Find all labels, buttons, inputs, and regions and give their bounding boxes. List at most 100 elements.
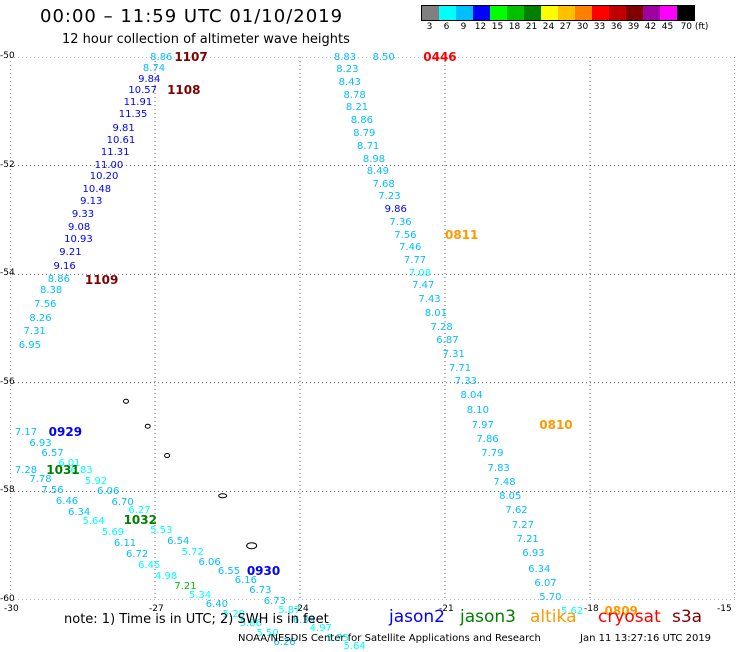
wave-height-label: 8.05 bbox=[499, 490, 522, 502]
wave-height-label: 10.93 bbox=[64, 234, 93, 246]
color-scale-swatch bbox=[609, 6, 626, 20]
color-scale-label: 45 bbox=[661, 22, 674, 32]
pass-time-label: 1109 bbox=[84, 272, 119, 287]
wave-height-label: 9.13 bbox=[80, 196, 103, 208]
color-scale-label: 6 bbox=[443, 22, 450, 32]
wave-height-label: 9.86 bbox=[384, 204, 407, 216]
color-scale-swatch bbox=[558, 6, 575, 20]
wave-height-label: 8.83 bbox=[333, 52, 357, 63]
wave-height-label: 6.93 bbox=[522, 548, 545, 560]
wave-height-label: 6.16 bbox=[234, 574, 258, 586]
wave-height-label: 5.92 bbox=[84, 475, 108, 487]
wave-height-label: 5.75 bbox=[326, 633, 349, 644]
wave-height-label: 5.87 bbox=[278, 604, 301, 616]
map-plot-area: 8.86 8.74 9.84 10.57 11.91 11.35 9.81 10.61 11.3… bbox=[10, 51, 735, 652]
color-scale-swatch bbox=[575, 6, 592, 20]
wave-height-label: 4.98 bbox=[155, 570, 178, 582]
wave-height-label: 7.77 bbox=[403, 255, 427, 267]
map-subtitle: 12 hour collection of altimeter wave hei… bbox=[62, 32, 350, 47]
wave-height-label: 8.49 bbox=[366, 166, 389, 178]
pass-time-label: 0810 bbox=[539, 418, 573, 433]
wave-height-label: 6.45 bbox=[138, 559, 161, 571]
wave-height-label: 8.04 bbox=[460, 389, 483, 401]
pass-time-label: 0930 bbox=[246, 563, 281, 578]
color-scale-swatch bbox=[524, 6, 541, 20]
wave-height-label: 5.34 bbox=[188, 589, 212, 601]
wave-height-label: 6.34 bbox=[68, 507, 91, 519]
color-scale-label: 18 bbox=[508, 22, 521, 32]
island-2 bbox=[144, 423, 151, 429]
wave-height-label: 7.97 bbox=[471, 420, 494, 432]
wave-height-label: 7.56 bbox=[34, 299, 57, 311]
wave-height-label: 8.43 bbox=[338, 76, 361, 88]
color-scale-label: 12 bbox=[474, 22, 487, 32]
color-scale-swatch bbox=[541, 6, 558, 20]
island-4 bbox=[218, 493, 228, 499]
wave-height-label: 7.21 bbox=[174, 581, 197, 593]
wave-height-label: 6.55 bbox=[217, 565, 241, 577]
color-scale-label: 33 bbox=[593, 22, 606, 32]
wave-height-label: 10.20 bbox=[89, 171, 119, 183]
wave-height-label: 7.43 bbox=[418, 294, 441, 306]
color-scale-label: 9 bbox=[460, 22, 467, 32]
color-scale-swatch bbox=[626, 6, 643, 20]
latitude-tick-label: -56 bbox=[0, 376, 15, 387]
color-scale-label: 36 bbox=[610, 22, 623, 32]
pass-time-label: 1108 bbox=[167, 82, 201, 97]
wave-height-label: 6.73 bbox=[263, 596, 287, 608]
wave-height-label: 7.21 bbox=[516, 534, 539, 546]
wave-height-label: 8.74 bbox=[142, 62, 166, 74]
color-scale-label: 42 bbox=[644, 22, 657, 32]
latitude-tick-label: -60 bbox=[0, 594, 15, 604]
color-scale-label: 21 bbox=[525, 22, 538, 32]
satellite-legend-jason3: jason3 bbox=[460, 607, 516, 627]
wave-height-label: 5.28 bbox=[222, 608, 245, 620]
wave-height-label: 8.86 bbox=[47, 273, 70, 285]
wave-height-label: 9.16 bbox=[53, 260, 76, 272]
wave-height-label: 8.38 bbox=[39, 285, 63, 297]
footer-credit: NOAA/NESDIS Center for Satellite Applica… bbox=[238, 633, 541, 644]
wave-height-label: 9.33 bbox=[71, 209, 95, 221]
wave-height-label: 5.64 bbox=[82, 516, 105, 528]
wave-height-label: 8.50 bbox=[372, 52, 395, 63]
latitude-tick-label: -54 bbox=[0, 268, 15, 279]
wave-height-label: 7.78 bbox=[29, 474, 52, 486]
satellite-legend-cryosat: cryosat bbox=[598, 607, 661, 627]
wave-height-label: 7.17 bbox=[14, 426, 38, 438]
wave-height-label: 7.62 bbox=[505, 505, 528, 517]
wave-height-label: 7.08 bbox=[408, 267, 432, 279]
wave-height-label: 6.40 bbox=[205, 599, 229, 611]
longitude-tick-label: -18 bbox=[584, 604, 599, 614]
wave-height-label: 6.27 bbox=[128, 505, 151, 517]
color-scale-swatch bbox=[490, 6, 507, 20]
wave-height-label: 7.56 bbox=[394, 229, 417, 241]
color-scale-swatch bbox=[422, 6, 439, 20]
color-scale-swatch bbox=[643, 6, 660, 20]
wave-height-label: 5.53 bbox=[150, 525, 173, 537]
wave-height-label: 6.73 bbox=[249, 585, 272, 597]
wave-height-label: 8.26 bbox=[29, 312, 52, 324]
footer-timestamp: Jan 11 13:27:16 UTC 2019 bbox=[580, 633, 712, 644]
pass-time-label: 1107 bbox=[174, 50, 208, 64]
color-scale-label: 15 bbox=[491, 22, 504, 32]
wave-height-label: 10.48 bbox=[82, 183, 112, 195]
wave-height-label: 9.84 bbox=[138, 73, 161, 85]
wave-height-label: 6.11 bbox=[113, 537, 137, 549]
wave-height-label: 6.70 bbox=[111, 497, 134, 509]
wave-height-label: 9.08 bbox=[68, 221, 91, 233]
wave-height-label: 7.48 bbox=[493, 477, 516, 489]
wave-height-label: 6.93 bbox=[29, 437, 52, 449]
color-scale-swatch bbox=[592, 6, 609, 20]
color-scale-swatch bbox=[507, 6, 524, 20]
wave-height-label: 11.31 bbox=[100, 147, 130, 159]
latitude-tick-label: -52 bbox=[0, 159, 15, 170]
color-scale-label: 24 bbox=[542, 22, 555, 32]
latitude-tick-label: -50 bbox=[0, 51, 15, 61]
wave-height-label: 7.71 bbox=[448, 362, 472, 374]
color-scale-swatch bbox=[660, 6, 677, 20]
wave-height-label: 5.50 bbox=[256, 627, 279, 639]
color-scale-swatch bbox=[677, 6, 694, 20]
wave-height-label: 8.23 bbox=[336, 63, 359, 75]
wave-height-label: 6.39 bbox=[292, 614, 316, 626]
wave-height-label: 5.69 bbox=[101, 527, 125, 539]
